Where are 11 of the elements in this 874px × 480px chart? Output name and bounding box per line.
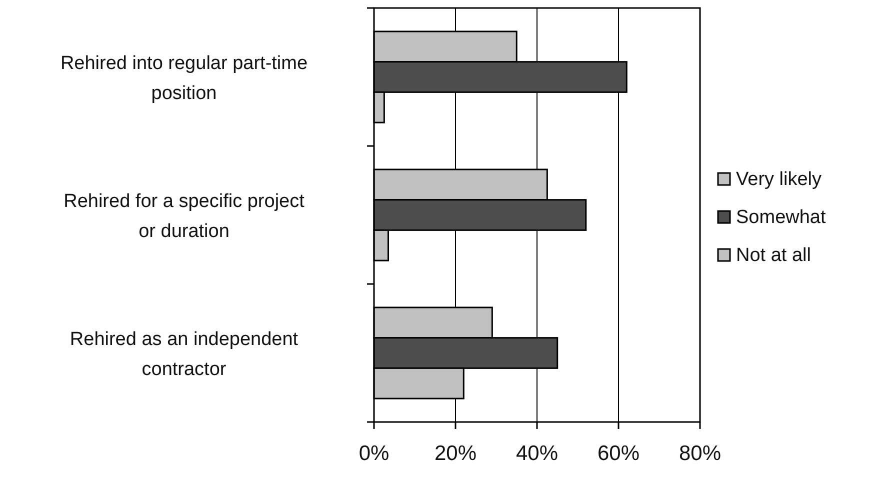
x-tick-label: 80%: [678, 442, 722, 465]
legend-label: Not at all: [736, 245, 811, 266]
x-tick-label: 60%: [597, 442, 640, 465]
y-tick-label: Rehired for a specific project or duration: [64, 191, 306, 242]
y-tick-label: Rehired into regular part-time position: [60, 53, 308, 104]
legend-label: Somewhat: [736, 207, 826, 228]
y-tick-label: Rehired as an independent contractor: [70, 329, 299, 380]
x-tick-label: 0%: [358, 442, 390, 465]
x-tick-label: 20%: [434, 442, 477, 465]
x-tick-label: 40%: [516, 442, 558, 465]
legend-label: Very likely: [736, 169, 822, 190]
